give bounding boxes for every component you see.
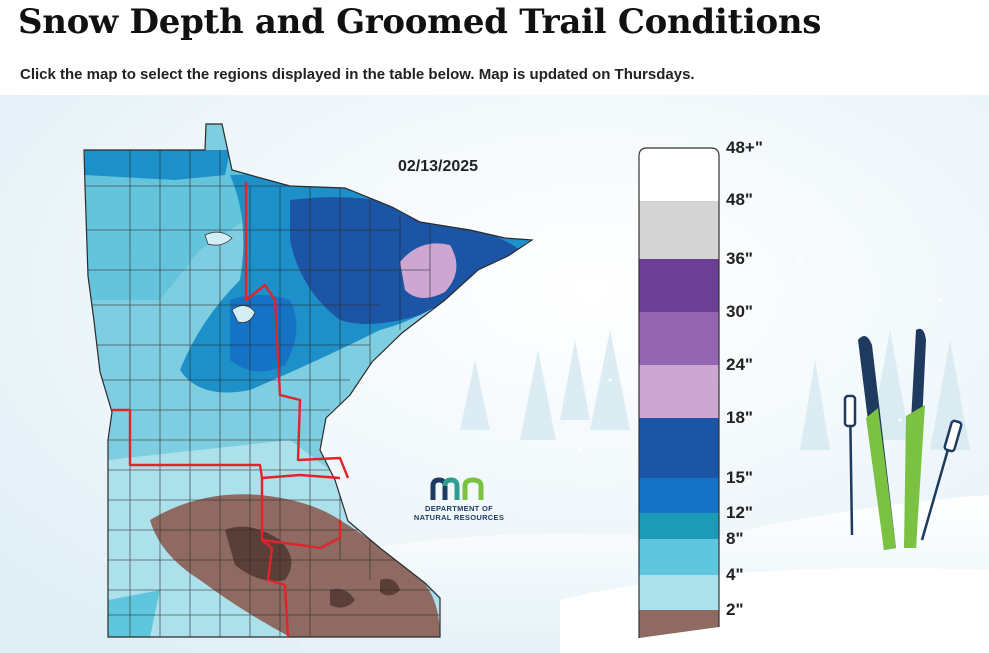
snow-scene-graphic	[0, 95, 989, 653]
dnr-mark-icon	[430, 477, 484, 500]
page-subtitle: Click the map to select the regions disp…	[20, 66, 695, 83]
legend-outline	[638, 147, 720, 638]
legend-band-18_24	[639, 365, 719, 418]
legend-band-24_30	[639, 312, 719, 365]
dnr-logo: DEPARTMENT OF NATURAL RESOURCES	[403, 476, 515, 522]
legend-bar	[638, 147, 720, 638]
legend-label-36: 36"	[726, 249, 753, 268]
legend-band-0_2	[639, 610, 719, 627]
legend-band-2_4	[639, 575, 719, 610]
legend-label-48plus: 48+"	[726, 138, 763, 157]
legend-label-4: 4"	[726, 565, 744, 584]
legend-label-18: 18"	[726, 408, 753, 427]
skis-icon	[858, 328, 926, 550]
dnr-line2: NATURAL RESOURCES	[413, 513, 505, 522]
legend-band-48plus	[639, 148, 719, 201]
legend-band-15_18	[639, 418, 719, 478]
region-boundaries	[112, 182, 350, 638]
page-title: Snow Depth and Groomed Trail Conditions	[18, 2, 822, 42]
legend-label-24: 24"	[726, 355, 753, 374]
dnr-line1: DEPARTMENT OF	[425, 504, 493, 513]
legend-band-36_48	[639, 201, 719, 259]
legend-label-8: 8"	[726, 529, 744, 548]
legend-band-tip	[639, 627, 719, 638]
snow-scene: 02/13/2025 DEPARTMENT OF NATURAL RESOURC…	[0, 95, 989, 653]
legend-label-2: 2"	[726, 600, 744, 619]
legend-band-4_8	[639, 539, 719, 575]
legend-label-30: 30"	[726, 302, 753, 321]
legend-label-12: 12"	[726, 503, 753, 522]
map-date: 02/13/2025	[398, 158, 479, 175]
ski-poles-icon	[843, 394, 963, 541]
legend-band-12_15	[639, 478, 719, 513]
legend-band-8_12	[639, 513, 719, 539]
legend-label-48: 48"	[726, 190, 753, 209]
legend-label-15: 15"	[726, 468, 753, 487]
legend-band-30_36	[639, 259, 719, 312]
